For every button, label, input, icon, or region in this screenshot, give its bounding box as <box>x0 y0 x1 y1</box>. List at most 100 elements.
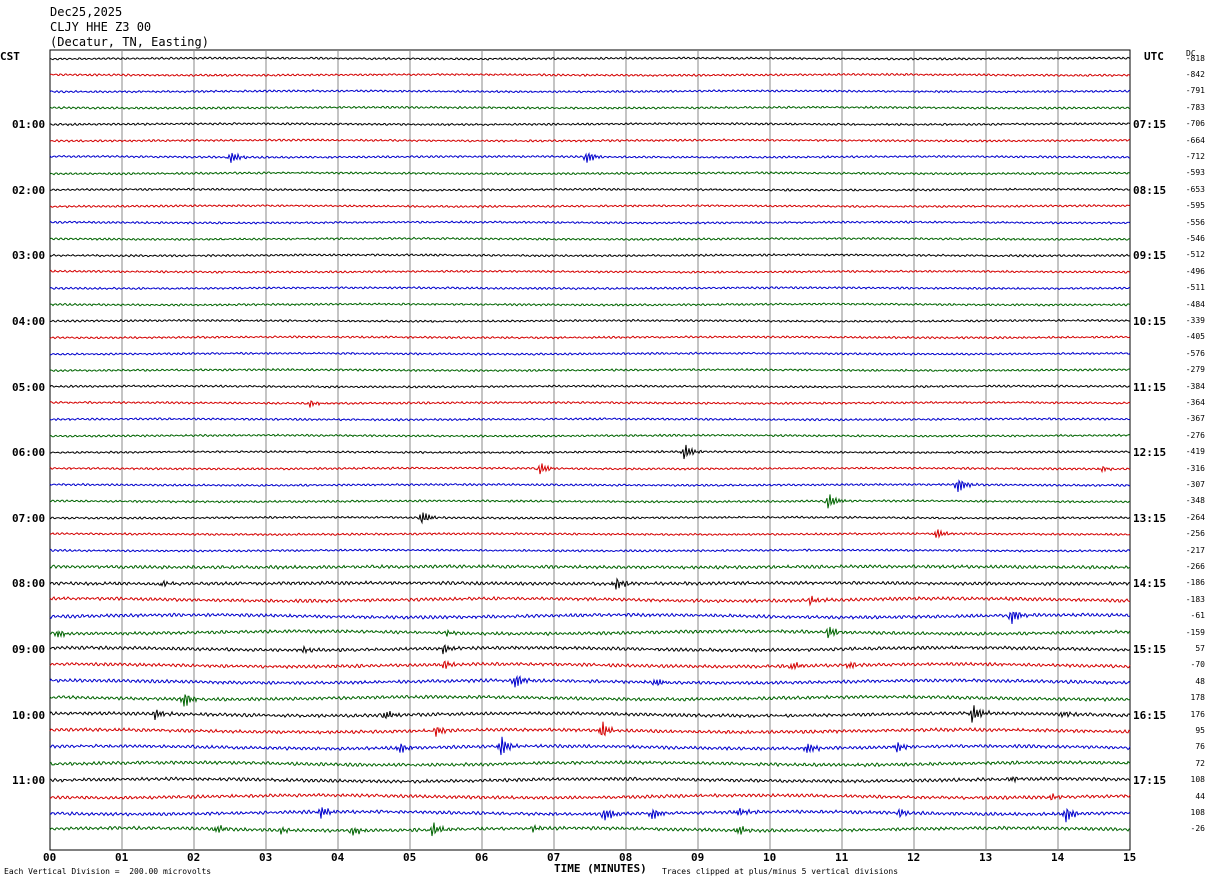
trace-line <box>49 72 1131 78</box>
trace-line <box>49 367 1131 373</box>
dc-offset-label: -276 <box>1185 430 1205 440</box>
trace-line <box>49 626 1131 639</box>
dc-offset-label: -367 <box>1185 414 1205 424</box>
trace-line <box>49 417 1131 422</box>
left-hour-label: 05:00 <box>12 380 46 394</box>
dc-offset-label: -576 <box>1185 348 1205 358</box>
right-hour-label: 15:15 <box>1133 642 1167 656</box>
dc-offset-label: -61 <box>1190 611 1205 621</box>
dc-offset-label: -266 <box>1185 561 1205 571</box>
trace-line <box>49 611 1131 625</box>
dc-offset-label: -316 <box>1185 463 1205 473</box>
dc-offset-label: 95 <box>1195 725 1205 735</box>
dc-offset-label: 48 <box>1195 676 1205 686</box>
x-tick-label: 10 <box>763 851 777 864</box>
trace-line <box>49 351 1131 356</box>
x-tick-label: 05 <box>403 851 417 864</box>
x-tick-label: 13 <box>979 851 993 864</box>
trace-line <box>49 121 1131 127</box>
trace-line <box>49 721 1131 737</box>
dc-offset-label: -496 <box>1185 266 1205 276</box>
x-tick-label: 08 <box>619 851 633 864</box>
dc-offset-label: -339 <box>1185 315 1205 325</box>
dc-offset-label: 108 <box>1190 775 1205 785</box>
trace-line <box>49 644 1131 655</box>
right-hour-label: 16:15 <box>1133 708 1167 722</box>
dc-offset-label: -348 <box>1185 496 1205 506</box>
dc-offset-label: 57 <box>1195 643 1205 653</box>
left-hour-label: 08:00 <box>12 577 46 591</box>
x-tick-label: 04 <box>331 851 345 864</box>
trace-line <box>49 807 1131 823</box>
left-hour-label: 04:00 <box>12 314 46 328</box>
dc-offset-label: -264 <box>1185 512 1205 522</box>
dc-offset-label: 176 <box>1190 709 1205 719</box>
dc-offset-label: -484 <box>1185 299 1205 309</box>
location-label: (Decatur, TN, Easting) <box>50 35 209 49</box>
trace-line <box>49 253 1131 258</box>
trace-line <box>49 792 1131 801</box>
dc-offset-label: -595 <box>1185 201 1205 211</box>
x-tick-label: 11 <box>835 851 849 864</box>
trace-line <box>49 775 1131 784</box>
dc-offset-label: -183 <box>1185 594 1205 604</box>
trace-line <box>49 759 1131 768</box>
left-hour-label: 03:00 <box>12 249 46 263</box>
left-hour-label: 10:00 <box>12 708 46 722</box>
x-tick-label: 03 <box>259 851 273 864</box>
trace-line <box>50 203 1131 209</box>
dc-offset-label: -419 <box>1185 447 1205 457</box>
dc-offset-label: -384 <box>1185 381 1205 391</box>
trace-line <box>49 705 1131 723</box>
right-hour-label: 13:15 <box>1133 511 1167 525</box>
dc-offset-label: -593 <box>1185 168 1205 178</box>
trace-line <box>49 660 1131 671</box>
trace-line <box>49 384 1131 389</box>
trace-line <box>49 548 1131 553</box>
dc-offset-label: 76 <box>1195 742 1205 752</box>
x-tick-label: 12 <box>907 851 921 864</box>
x-tick-label: 15 <box>1123 851 1137 864</box>
x-tick-label: 06 <box>475 851 489 864</box>
dc-offset-label: -546 <box>1185 233 1205 243</box>
right-hour-label: 07:15 <box>1133 118 1167 132</box>
dc-offset-label: -405 <box>1185 332 1205 342</box>
dc-offset-label: -783 <box>1185 102 1205 112</box>
right-hour-label: 10:15 <box>1133 314 1167 328</box>
dc-offset-label: -256 <box>1185 529 1205 539</box>
trace-line <box>49 444 1131 460</box>
trace-line <box>49 400 1131 408</box>
dc-offset-label: -512 <box>1185 250 1205 260</box>
dc-offset-label: -159 <box>1185 627 1205 637</box>
dc-offset-label: -70 <box>1190 660 1205 670</box>
right-hour-label: 08:15 <box>1133 183 1167 197</box>
trace-line <box>49 736 1131 756</box>
trace-line <box>49 494 1131 509</box>
trace-line <box>49 595 1131 607</box>
trace-line <box>49 105 1131 110</box>
trace-line <box>49 220 1131 225</box>
dc-offset-label: -818 <box>1185 53 1205 63</box>
x-tick-label: 01 <box>115 851 129 864</box>
trace-line <box>49 152 1131 163</box>
dc-offset-label: 72 <box>1195 758 1205 768</box>
dc-offset-label: -511 <box>1185 283 1205 293</box>
left-hour-label: 11:00 <box>12 774 46 788</box>
clipping-note: Traces clipped at plus/minus 5 vertical … <box>662 867 899 876</box>
trace-line <box>49 56 1131 61</box>
trace-line <box>49 512 1131 525</box>
x-tick-label: 14 <box>1051 851 1065 864</box>
trace-line <box>49 138 1131 143</box>
trace-line <box>49 269 1131 274</box>
trace-line <box>49 89 1131 94</box>
trace-line <box>49 674 1131 688</box>
left-hour-label: 02:00 <box>12 183 46 197</box>
dc-header-label: DC <box>1186 49 1196 58</box>
x-axis-title: TIME (MINUTES) <box>554 862 647 875</box>
right-hour-label: 17:15 <box>1133 774 1167 788</box>
plot-frame <box>49 49 1131 851</box>
station-label: CLJY HHE Z3 00 <box>50 20 152 34</box>
left-timezone-label: CST <box>0 50 20 63</box>
dc-offset-label: -217 <box>1185 545 1205 555</box>
vertical-division-note: Each Vertical Division = 200.00 microvol… <box>4 867 212 876</box>
